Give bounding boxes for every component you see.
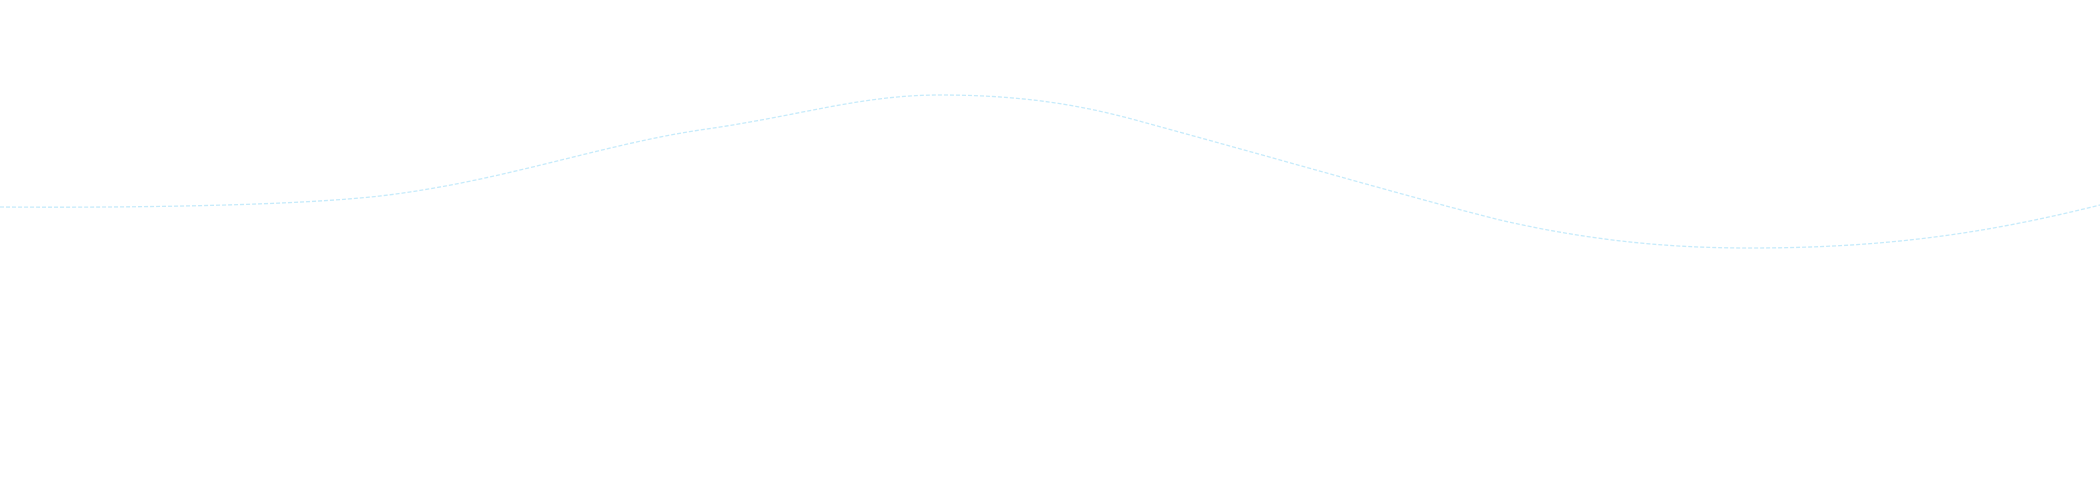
dashed-wave-line (0, 94, 2100, 249)
